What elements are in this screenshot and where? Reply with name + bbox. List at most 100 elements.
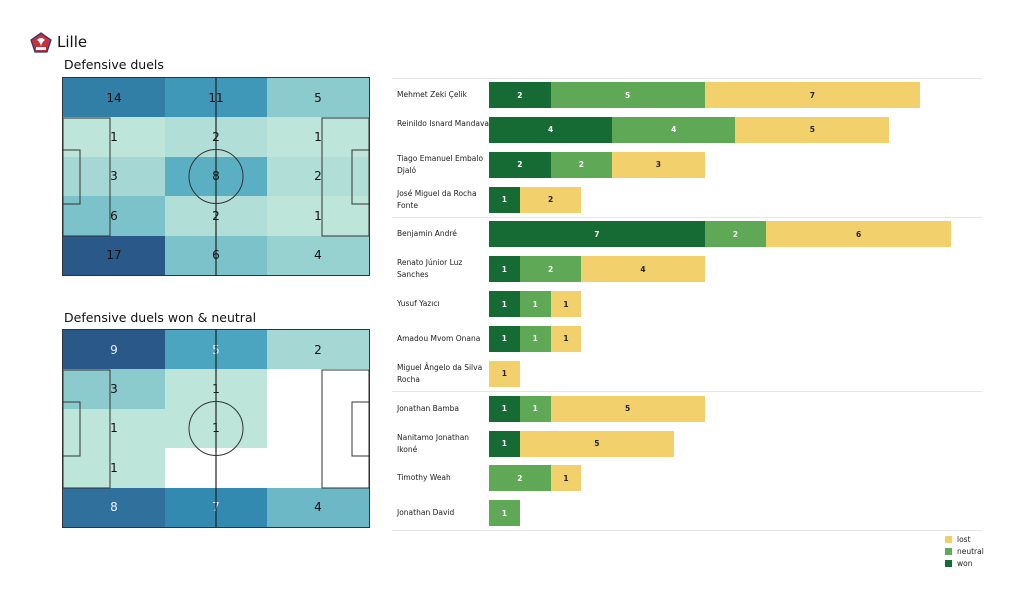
bar-segment-neutral: 4	[612, 116, 736, 143]
group-separator	[392, 78, 982, 79]
heatmap-cell-value: 1	[314, 208, 322, 223]
heatmap-cell-value: 2	[314, 169, 322, 184]
player-name: Tiago Emanuel Embalo Djaló	[397, 153, 484, 175]
bar-segment-neutral: 2	[519, 256, 582, 283]
heatmap-cell-value: 9	[110, 342, 118, 357]
heatmap-cell-value: 6	[212, 248, 220, 263]
heatmap-cell-value: 1	[212, 421, 220, 436]
heatmap-cell-value: 2	[212, 208, 220, 223]
heatmap-cell-value: 4	[314, 248, 322, 263]
heatmap-cell	[165, 448, 267, 487]
bar-segment-neutral: 2	[489, 465, 551, 492]
heatmap-cell: 1	[63, 408, 165, 449]
player-name: Amadou Mvom Onana	[397, 333, 481, 343]
bar-segment-won: 2	[489, 82, 551, 108]
heatmap-cell-value: 11	[208, 90, 224, 105]
heatmap-cell-value: 1	[110, 130, 118, 145]
heatmap-cell-value: 2	[314, 342, 322, 357]
heatmap-cell-value: 3	[110, 382, 118, 397]
bar-segment-lost: 7	[704, 82, 921, 108]
bar-segment-lost: 5	[550, 395, 705, 422]
bar-segment-won: 1	[489, 186, 520, 213]
bar-segment-neutral: 1	[519, 291, 551, 318]
bar-segment-neutral: 2	[550, 151, 613, 178]
heatmap-pitch-all: 14 11 5 1 2 1 3 8 2 6 2 1 17 6 4	[62, 77, 370, 276]
player-name: Mehmet Zeki Çelik	[397, 90, 468, 99]
heatmap-cell-value: 7	[212, 500, 220, 515]
bar-segment-lost: 3	[612, 151, 705, 178]
heatmap-cell: 1	[63, 117, 165, 157]
bar-segment-neutral: 5	[550, 82, 705, 108]
player-name: Jonathan Bamba	[397, 403, 459, 413]
bar-segment-lost: 5	[735, 116, 890, 143]
heatmap-pitch-won-neutral: 9 5 2 3 1 1 1 1 8 7 4	[62, 329, 370, 528]
bar-segment-won: 1	[489, 256, 520, 283]
heatmap-cell-value: 17	[106, 248, 122, 263]
bar-segment-lost: 5	[519, 430, 674, 457]
legend-neutral: neutral	[945, 547, 984, 556]
bar-segment-lost: 2	[519, 186, 582, 213]
heatmap-cell-value: 1	[314, 130, 322, 145]
heatmap-cell: 1	[267, 196, 369, 236]
legend-won: won	[945, 559, 972, 568]
player-name: José Miguel da Rocha Fonte	[397, 188, 477, 210]
bar-segment-won: 4	[489, 116, 613, 143]
heatmap-cell: 1	[165, 369, 267, 409]
heatmap-cell-value: 5	[212, 342, 220, 357]
heatmap-cell-value: 1	[110, 460, 118, 475]
heatmap-cell: 2	[267, 156, 369, 197]
heatmap-cell: 8	[165, 156, 267, 197]
player-name: Renato Júnior Luz Sanches	[397, 258, 463, 280]
heatmap-title-1: Defensive duels	[64, 57, 164, 72]
lille-logo-icon	[30, 32, 52, 53]
bar-segment-neutral: 1	[519, 395, 551, 422]
heatmap-cell-value: 3	[110, 169, 118, 184]
heatmap-cell: 6	[63, 196, 165, 236]
bar-segment-lost: 1	[550, 465, 582, 492]
heatmap-cell: 3	[63, 369, 165, 409]
heatmap-cell: 2	[267, 330, 369, 370]
heatmap-title-2: Defensive duels won & neutral	[64, 310, 257, 325]
bar-segment-neutral: 1	[489, 500, 520, 527]
bar-segment-won: 1	[489, 430, 520, 457]
heatmap-cell: 3	[63, 156, 165, 197]
heatmap-cell: 9	[63, 330, 165, 370]
heatmap-cell: 8	[63, 487, 165, 527]
group-separator	[392, 217, 982, 218]
player-name: Yusuf Yazıcı	[397, 299, 440, 309]
bar-segment-neutral: 1	[519, 325, 551, 352]
heatmap-cell-value: 1	[110, 421, 118, 436]
bar-segment-lost: 1	[550, 291, 582, 318]
player-name: Jonathan David	[397, 508, 455, 518]
heatmap-cell	[267, 448, 369, 487]
heatmap-cell: 6	[165, 235, 267, 275]
legend-lost: lost	[945, 535, 971, 544]
bar-segment-won: 1	[489, 395, 520, 422]
group-separator	[392, 530, 982, 531]
heatmap-cell: 2	[165, 117, 267, 157]
bar-segment-lost: 6	[766, 221, 951, 248]
heatmap-cell-value: 4	[314, 500, 322, 515]
heatmap-cell: 1	[165, 408, 267, 449]
team-name: Lille	[57, 33, 88, 51]
heatmap-cell: 5	[165, 330, 267, 370]
player-name: Benjamin André	[397, 229, 457, 239]
heatmap-cell-value: 14	[106, 90, 122, 105]
heatmap-cell-value: 2	[212, 130, 220, 145]
heatmap-cell-value: 1	[212, 382, 220, 397]
heatmap-cell-value: 6	[110, 208, 118, 223]
player-name: Timothy Weah	[397, 473, 451, 483]
player-name: Miguel Ângelo da Silva Rocha	[397, 362, 483, 384]
heatmap-cell-value: 5	[314, 90, 322, 105]
heatmap-cell: 14	[63, 78, 165, 118]
heatmap-cell-value: 8	[212, 169, 220, 184]
heatmap-cell: 17	[63, 235, 165, 275]
heatmap-cell: 5	[267, 78, 369, 118]
heatmap-cell: 2	[165, 196, 267, 236]
player-name: Reinildo Isnard Mandava	[397, 118, 490, 128]
bar-segment-won: 1	[489, 291, 520, 318]
heatmap-cell: 4	[267, 487, 369, 527]
heatmap-cell: 4	[267, 235, 369, 275]
heatmap-cell	[267, 409, 369, 448]
bar-segment-lost: 1	[550, 325, 582, 352]
